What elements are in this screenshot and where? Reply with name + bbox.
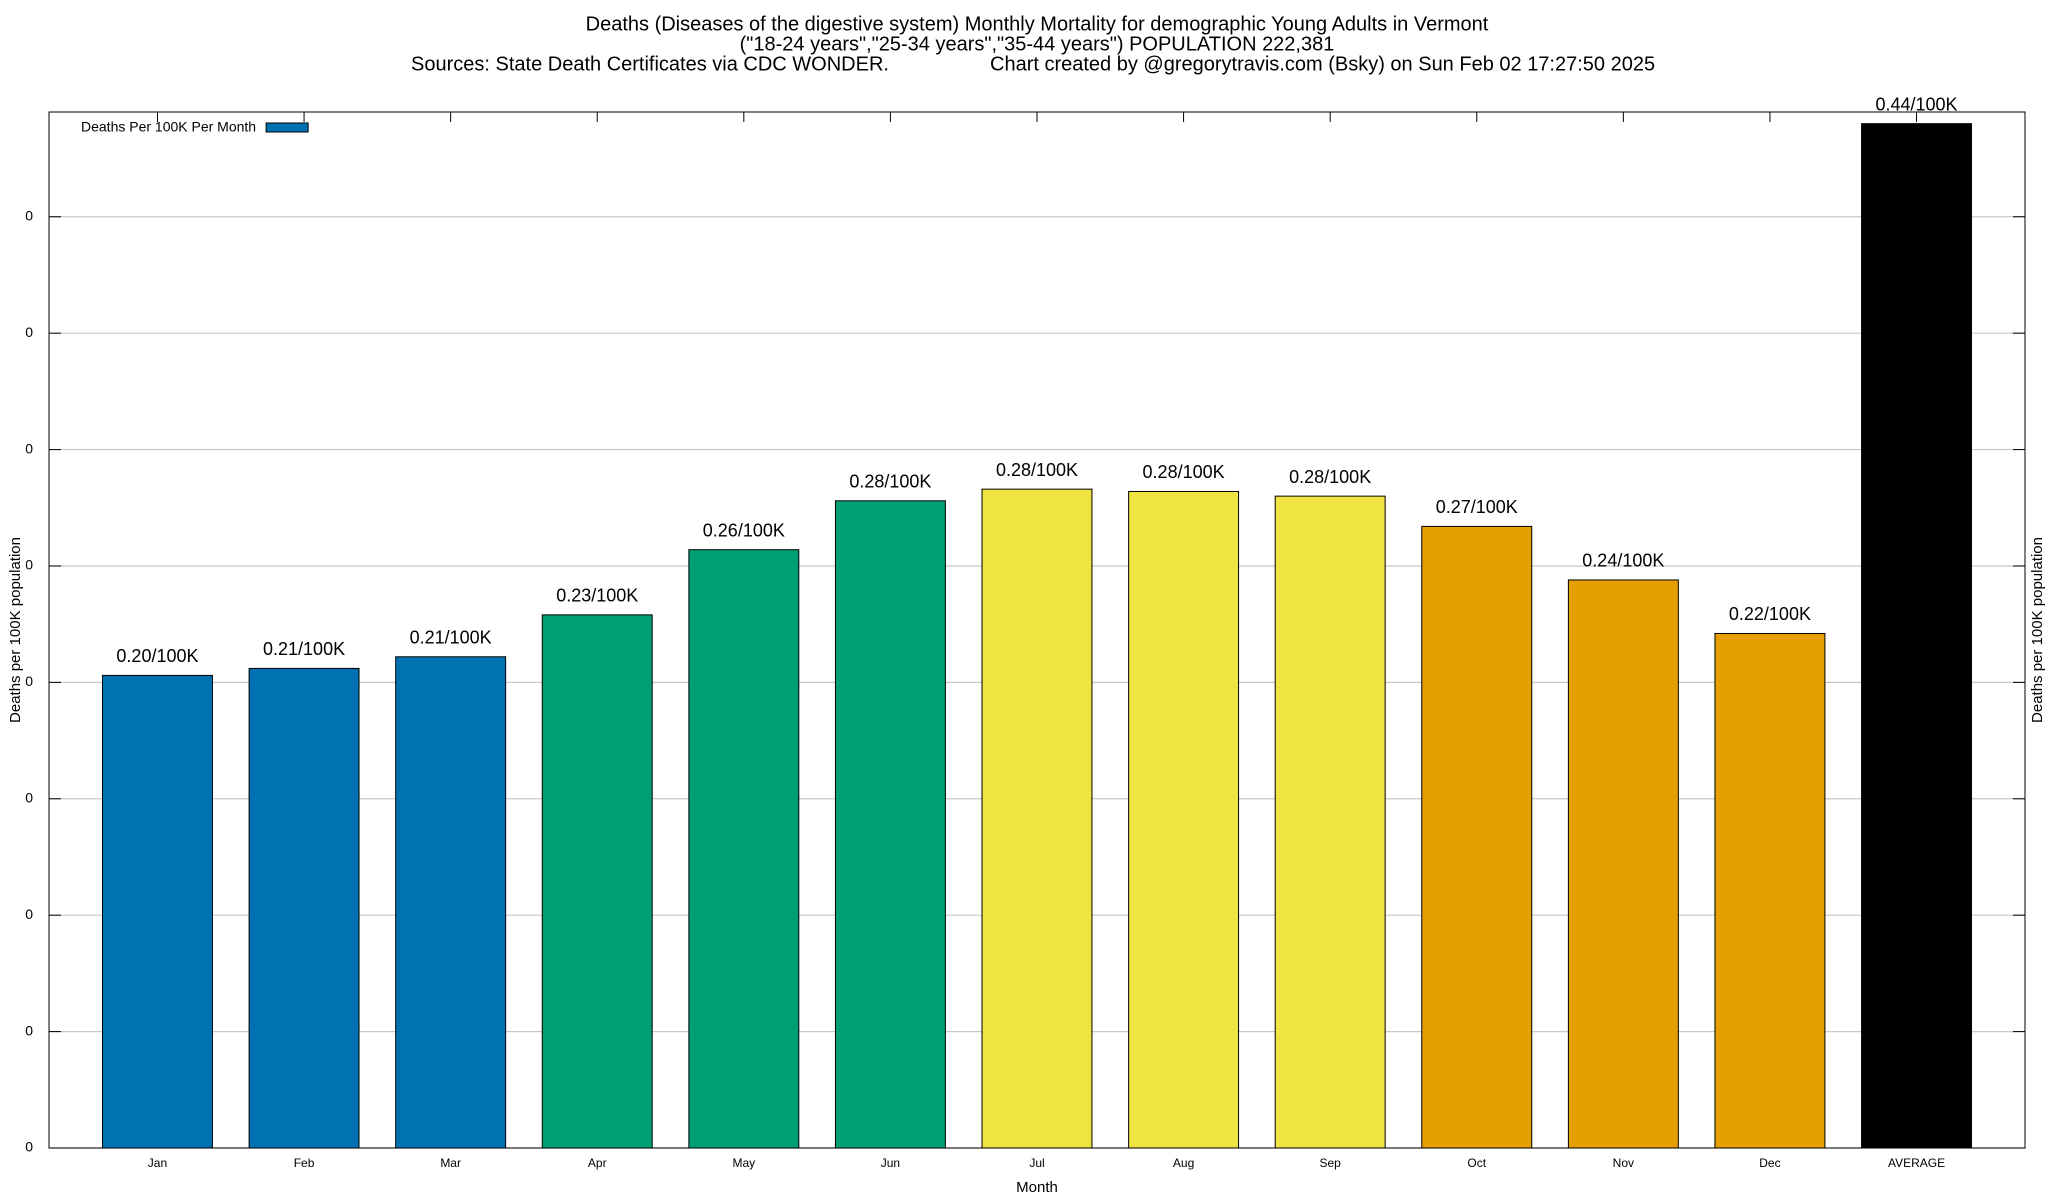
value-label: 0.27/100K: [1436, 497, 1518, 517]
y2-axis-label: Deaths per 100K population: [2029, 537, 2046, 723]
sources: Sources: State Death Certificates via CD…: [411, 53, 889, 75]
bar: [541, 614, 653, 1149]
y-tick-label: 0: [25, 789, 33, 805]
y-tick-label: 0: [25, 324, 33, 340]
value-label: 0.21/100K: [410, 628, 492, 648]
x-tick-label: Jul: [1029, 1156, 1044, 1170]
value-label: 0.24/100K: [1582, 551, 1664, 571]
y-tick-label: 0: [25, 440, 33, 456]
y-tick-label: 0: [25, 557, 33, 573]
chart-title: Deaths (Diseases of the digestive system…: [586, 13, 1489, 35]
x-tick-label: Feb: [294, 1156, 315, 1170]
y-tick-label: 0: [25, 906, 33, 922]
x-tick-label: Jan: [148, 1156, 167, 1170]
x-tick-label: Nov: [1613, 1156, 1634, 1170]
bar: [1714, 632, 1826, 1149]
legend-swatch: [265, 122, 309, 133]
bar: [102, 674, 213, 1149]
y-tick-label: 0: [25, 207, 33, 223]
value-label: 0.21/100K: [263, 639, 345, 659]
bar: [1274, 495, 1386, 1149]
x-tick-label: Jun: [881, 1156, 900, 1170]
x-tick-label: May: [732, 1156, 755, 1170]
chart-subtitle: ("18-24 years","25-34 years","35-44 year…: [740, 33, 1335, 55]
value-label: 0.22/100K: [1729, 604, 1811, 624]
x-tick-label: Apr: [588, 1156, 607, 1170]
legend-label: Deaths Per 100K Per Month: [81, 119, 256, 135]
x-tick-label: Sep: [1319, 1156, 1341, 1170]
bar: [1421, 525, 1533, 1149]
x-tick-label: Aug: [1173, 1156, 1194, 1170]
value-label: 0.28/100K: [1143, 462, 1225, 482]
x-tick-label: Mar: [440, 1156, 461, 1170]
bar: [248, 667, 360, 1149]
value-label: 0.28/100K: [1289, 467, 1371, 487]
x-axis-label: Month: [1016, 1179, 1058, 1196]
bar: [1128, 490, 1240, 1149]
bar: [1567, 579, 1679, 1149]
x-tick-label: AVERAGE: [1888, 1156, 1945, 1170]
bar: [688, 549, 800, 1149]
bar: [981, 488, 1093, 1149]
bar: [395, 656, 507, 1149]
value-label: 0.44/100K: [1875, 94, 1957, 114]
value-label: 0.28/100K: [849, 472, 931, 492]
y-axis-label: Deaths per 100K population: [7, 537, 24, 723]
x-tick-label: Dec: [1759, 1156, 1780, 1170]
y-tick-label: 0: [25, 1139, 33, 1155]
value-label: 0.28/100K: [996, 460, 1078, 480]
value-label: 0.23/100K: [556, 586, 638, 606]
value-label: 0.20/100K: [116, 646, 198, 666]
value-label: 0.26/100K: [703, 520, 785, 540]
credit: Chart created by @gregorytravis.com (Bsk…: [990, 53, 1655, 75]
bar: [1861, 123, 1972, 1149]
y-tick-label: 0: [25, 673, 33, 689]
bar: [834, 500, 946, 1149]
y-tick-label: 0: [25, 1022, 33, 1038]
x-tick-label: Oct: [1467, 1156, 1486, 1170]
